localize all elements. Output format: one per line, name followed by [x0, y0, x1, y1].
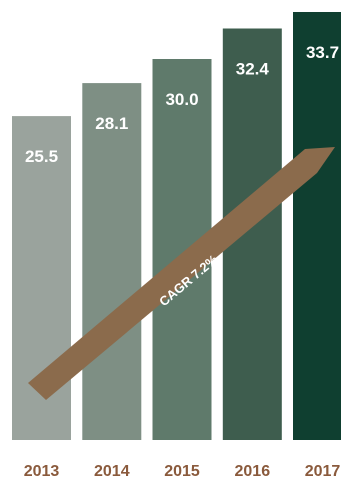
- x-tick-label-2014: 2014: [94, 463, 130, 480]
- bar-value-label-2017: 33.7: [306, 43, 339, 62]
- x-tick-label-2013: 2013: [24, 463, 60, 480]
- bar-value-label-2013: 25.5: [25, 147, 58, 166]
- x-tick-label-2015: 2015: [164, 463, 200, 480]
- bars-group: 25.5 28.1 30.0 32.4 33.7: [12, 12, 341, 440]
- x-axis-ticks: 2013 2014 2015 2016 2017: [24, 463, 341, 480]
- x-tick-label-2016: 2016: [235, 463, 271, 480]
- bar-value-label-2014: 28.1: [95, 114, 128, 133]
- bar-value-label-2016: 32.4: [236, 60, 270, 79]
- cagr-arrow-shape: [28, 147, 335, 400]
- x-tick-label-2017: 2017: [305, 463, 341, 480]
- bar-value-label-2015: 30.0: [165, 90, 198, 109]
- bar-2017: [293, 12, 341, 440]
- bar-2014: [82, 83, 142, 440]
